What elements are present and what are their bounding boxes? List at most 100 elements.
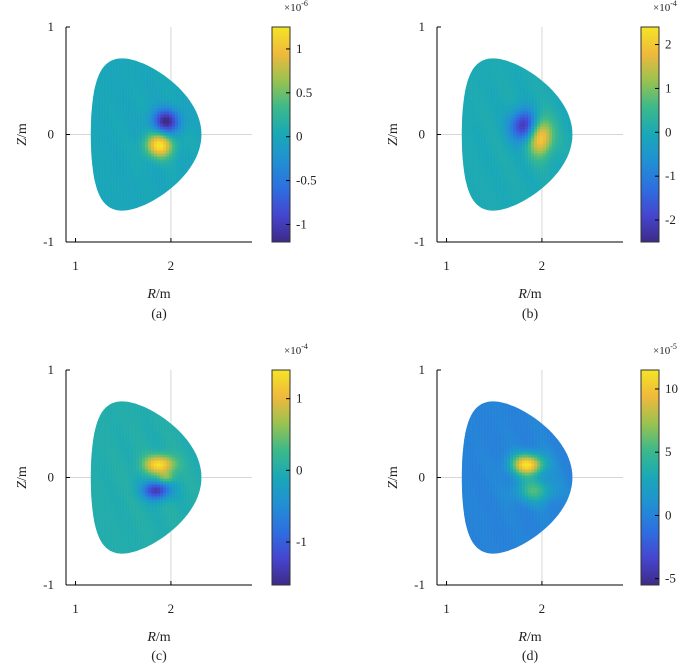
field-cell xyxy=(196,144,200,148)
field-cell xyxy=(552,144,556,148)
field-cell xyxy=(94,132,98,136)
field-cell xyxy=(133,150,137,154)
field-cell xyxy=(175,129,179,133)
field-cell xyxy=(103,135,107,139)
field-cell xyxy=(142,168,146,172)
field-cell xyxy=(543,117,547,121)
field-cell xyxy=(471,96,475,100)
field-cell xyxy=(91,102,95,106)
field-cell xyxy=(127,78,131,82)
field-cell xyxy=(507,159,511,163)
field-cell xyxy=(139,87,143,91)
field-cell xyxy=(561,102,565,106)
field-cell xyxy=(489,198,493,202)
field-cell xyxy=(504,129,508,133)
field-cell xyxy=(103,195,107,199)
field-cell xyxy=(130,195,134,199)
field-cell xyxy=(474,90,478,94)
field-cell xyxy=(522,81,526,85)
field-cell xyxy=(160,165,164,169)
field-cell xyxy=(537,180,541,184)
field-cell xyxy=(498,114,502,118)
field-cell xyxy=(100,171,104,175)
field-cell xyxy=(483,147,487,151)
field-cell xyxy=(154,120,158,124)
field-cell xyxy=(163,180,167,184)
field-cell xyxy=(486,159,490,163)
field-cell xyxy=(528,192,532,196)
field-cell xyxy=(531,165,535,169)
field-cell xyxy=(522,153,526,157)
field-cell xyxy=(543,96,547,100)
field-cell xyxy=(199,132,202,136)
field-cell xyxy=(94,102,98,106)
field-cell xyxy=(133,87,137,91)
field-cell xyxy=(471,75,475,79)
field-cell xyxy=(121,180,125,184)
field-cell xyxy=(133,141,137,145)
field-cell xyxy=(513,174,517,178)
field-cell xyxy=(468,171,472,175)
field-cell xyxy=(549,102,553,106)
field-cell xyxy=(468,183,472,187)
field-cell xyxy=(468,102,472,106)
field-cell xyxy=(474,84,478,88)
field-cell xyxy=(486,135,490,139)
field-cell xyxy=(489,90,493,94)
field-cell xyxy=(130,135,134,139)
field-cell xyxy=(127,96,131,100)
field-cell xyxy=(510,117,514,121)
field-cell xyxy=(157,159,161,163)
field-cell xyxy=(522,111,526,115)
field-cell xyxy=(115,129,119,133)
field-cell xyxy=(169,180,173,184)
field-cell xyxy=(91,126,95,130)
field-cell xyxy=(190,135,194,139)
field-cell xyxy=(462,165,466,169)
field-cell xyxy=(462,150,466,154)
field-cell xyxy=(175,84,179,88)
field-cell xyxy=(127,93,131,97)
field-cell xyxy=(567,141,571,145)
field-cell xyxy=(127,204,131,208)
field-cell xyxy=(471,117,475,121)
field-cell xyxy=(103,105,107,109)
field-cell xyxy=(465,171,469,175)
field-cell xyxy=(483,66,487,70)
field-cell xyxy=(103,111,107,115)
field-cell xyxy=(492,117,496,121)
field-cell xyxy=(112,144,116,148)
field-cell xyxy=(546,138,550,142)
field-cell xyxy=(531,144,535,148)
field-cell xyxy=(543,108,547,112)
field-cell xyxy=(112,147,116,151)
field-cell xyxy=(127,123,131,127)
field-cell xyxy=(112,75,116,79)
field-cell xyxy=(97,153,101,157)
field-cell xyxy=(492,186,496,190)
field-cell xyxy=(477,171,481,175)
field-cell xyxy=(504,60,508,64)
field-cell xyxy=(495,87,499,91)
field-cell xyxy=(531,129,535,133)
field-cell xyxy=(148,69,152,73)
field-cell xyxy=(555,129,559,133)
field-cell xyxy=(121,207,125,211)
field-cell xyxy=(160,72,164,76)
field-cell xyxy=(139,147,143,151)
field-cell xyxy=(142,165,146,169)
field-cell xyxy=(516,108,520,112)
field-cell xyxy=(519,189,523,193)
field-cell xyxy=(136,126,140,130)
field-cell xyxy=(510,102,514,106)
field-cell xyxy=(555,96,559,100)
field-cell xyxy=(127,153,131,157)
field-cell xyxy=(172,162,176,166)
field-cell xyxy=(148,174,152,178)
field-cell xyxy=(157,111,161,115)
field-cell xyxy=(130,108,134,112)
field-cell xyxy=(172,114,176,118)
field-cell xyxy=(130,81,134,85)
field-cell xyxy=(154,135,158,139)
field-cell xyxy=(483,192,487,196)
